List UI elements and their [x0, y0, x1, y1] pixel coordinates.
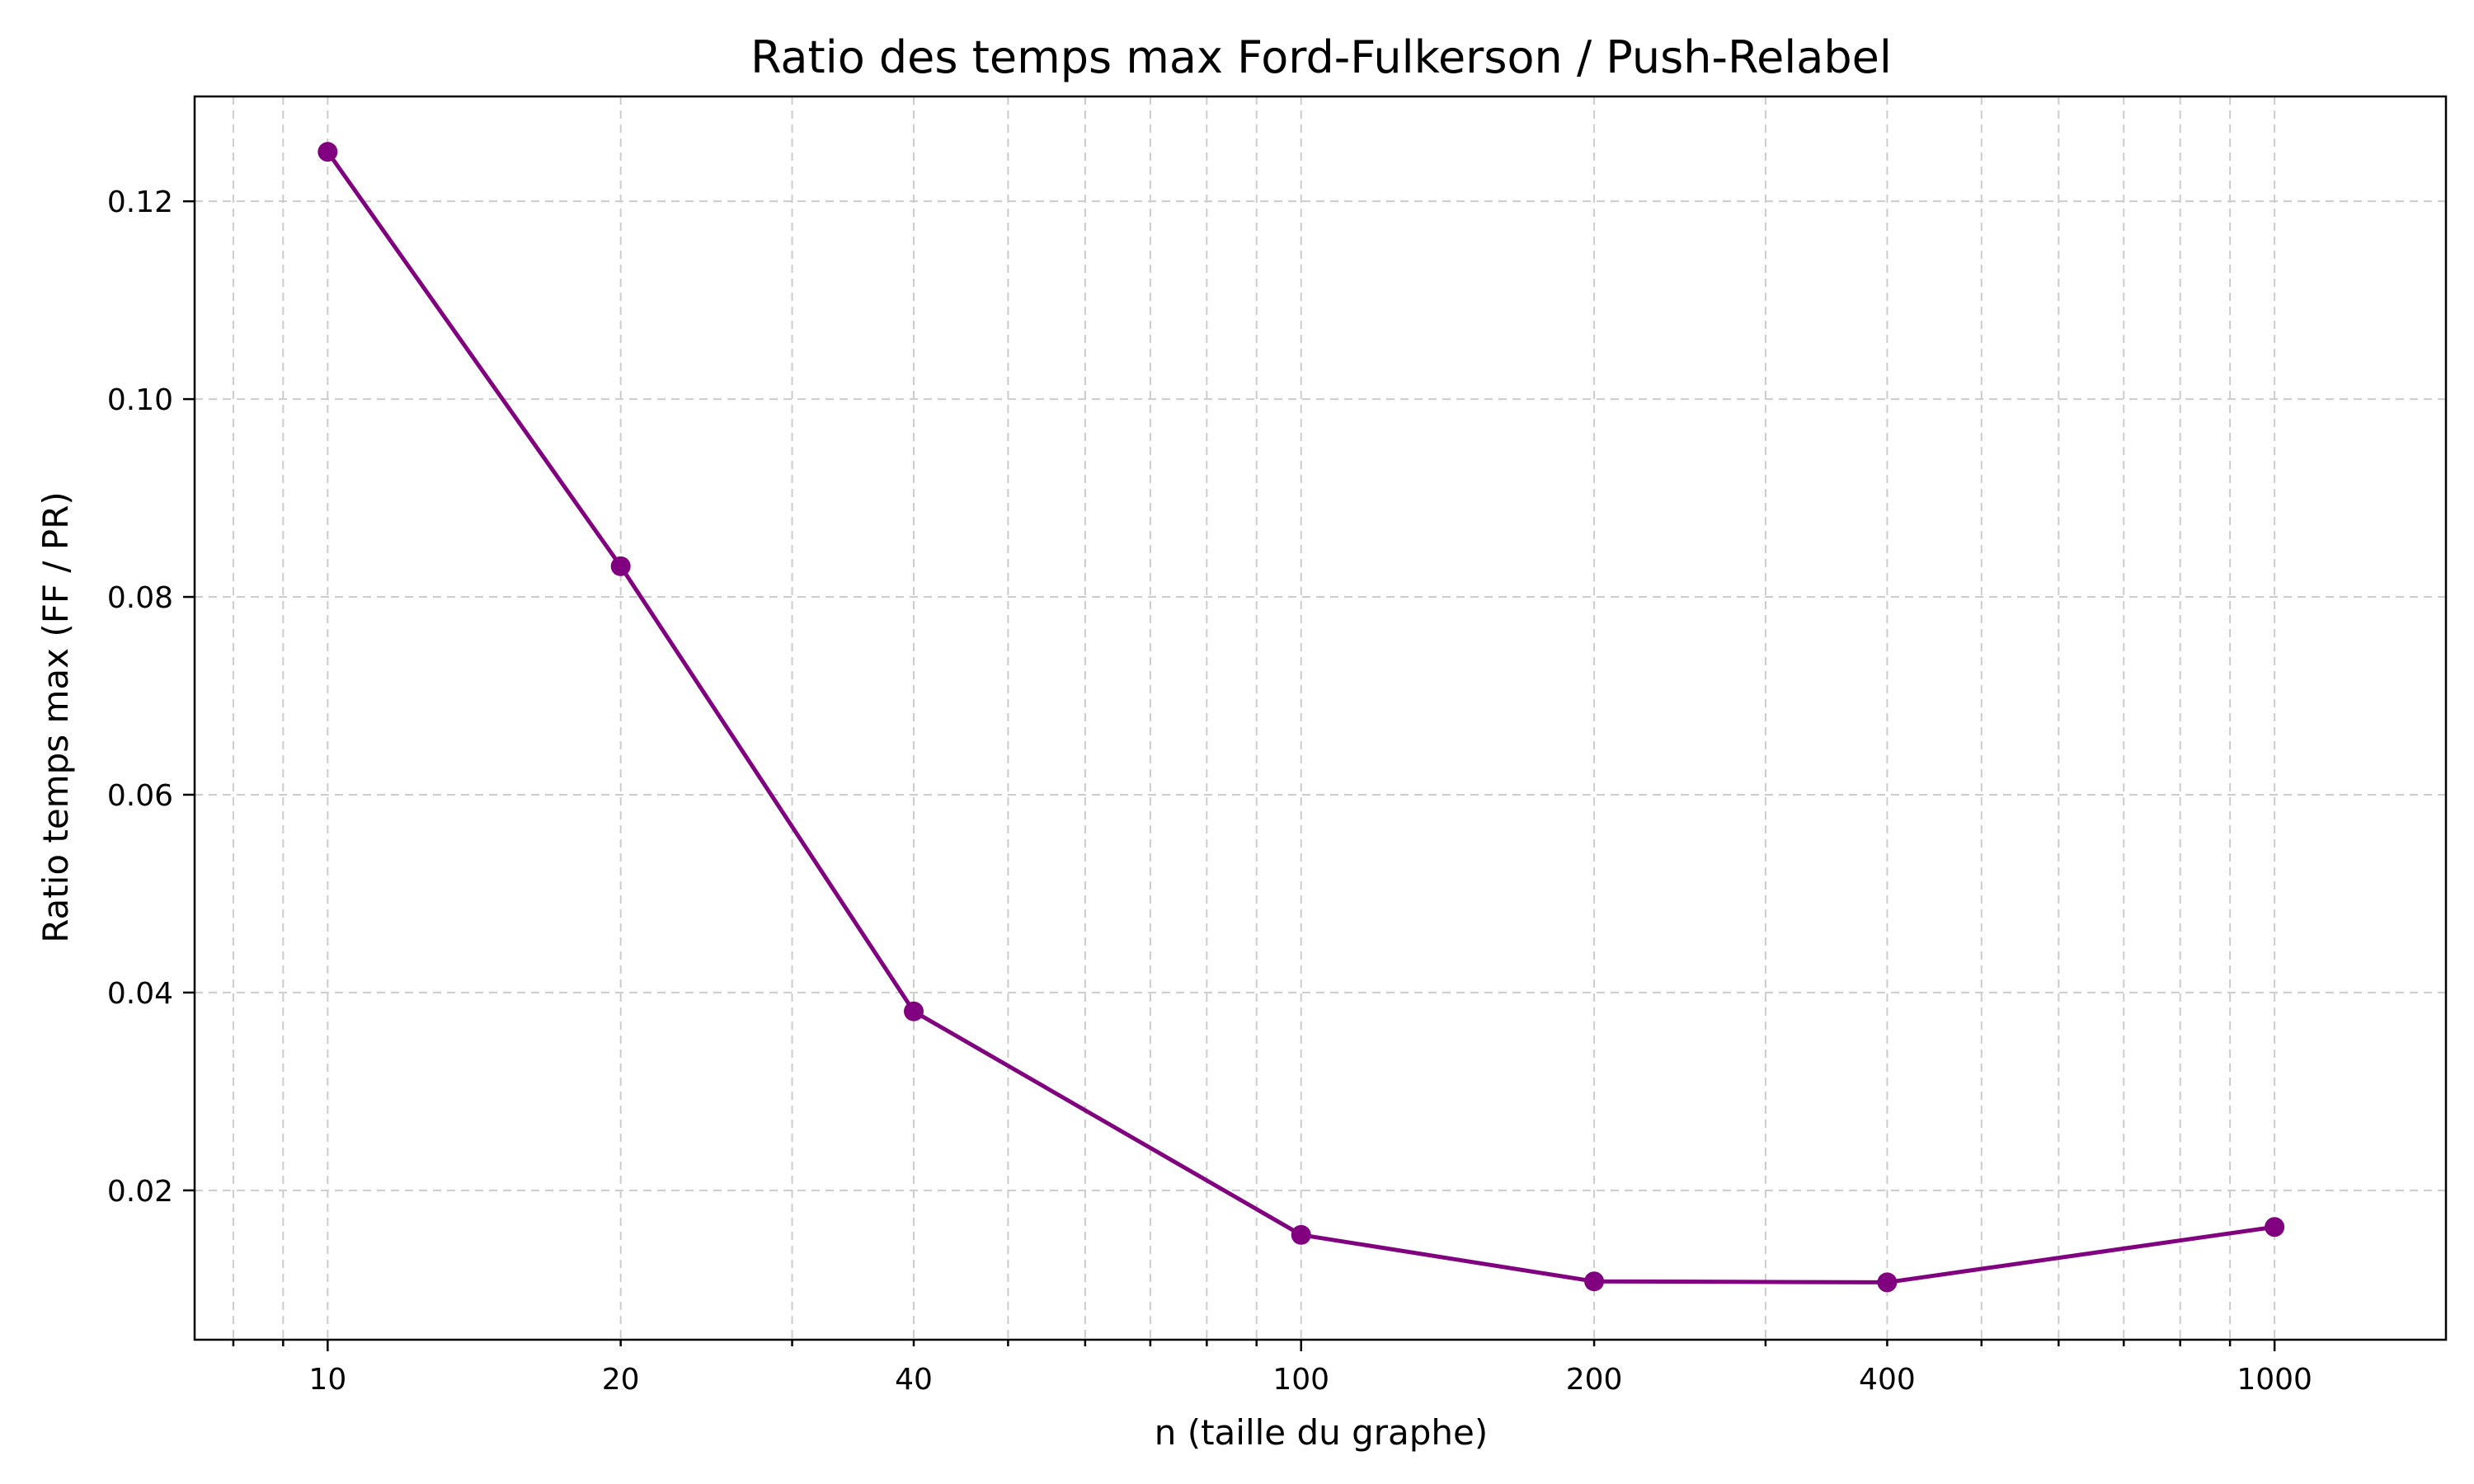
data-point	[2265, 1217, 2285, 1237]
x-tick-label: 200	[1566, 1363, 1623, 1397]
plot-area	[317, 142, 2285, 1293]
y-tick-label: 0.04	[107, 977, 173, 1011]
y-tick-label: 0.08	[107, 581, 173, 615]
chart-title: Ratio des temps max Ford-Fulkerson / Pus…	[750, 31, 1892, 83]
data-point	[1291, 1224, 1311, 1245]
x-tick-label: 10	[308, 1363, 346, 1397]
x-tick-label: 40	[895, 1363, 933, 1397]
data-point	[1877, 1272, 1898, 1293]
grid-lines	[195, 96, 2446, 1340]
x-axis-label: n (taille du graphe)	[1155, 1412, 1489, 1453]
data-point	[610, 556, 631, 576]
data-point	[1584, 1271, 1605, 1292]
x-tick-label: 400	[1859, 1363, 1916, 1397]
y-axis-label: Ratio temps max (FF / PR)	[35, 491, 76, 943]
x-tick-label: 20	[602, 1363, 640, 1397]
data-point	[904, 1001, 924, 1021]
axis-ticks: 10 20 40 100 200 400 1000 0.02 0.04 0.06 0.08 0.10 0…	[107, 186, 2312, 1397]
y-tick-label: 0.12	[107, 186, 173, 219]
y-tick-label: 0.10	[107, 383, 173, 417]
x-tick-label: 1000	[2236, 1363, 2312, 1397]
y-tick-label: 0.06	[107, 779, 173, 813]
data-point	[317, 142, 338, 162]
y-tick-label: 0.02	[107, 1175, 173, 1209]
x-tick-label: 100	[1272, 1363, 1329, 1397]
plot-frame	[193, 95, 2448, 1341]
